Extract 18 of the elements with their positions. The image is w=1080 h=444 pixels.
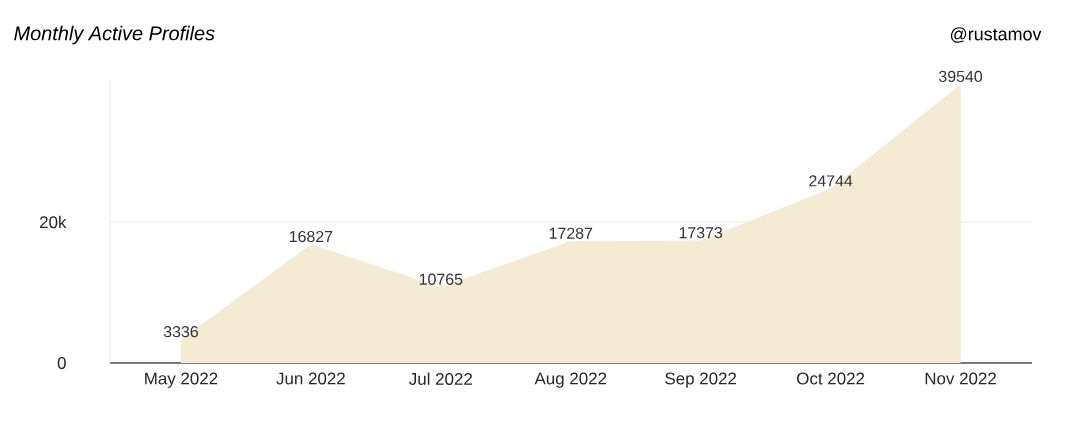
text: @rustamov (950, 27, 1042, 43)
y-tick-label: 20k (40, 215, 67, 229)
x-tick-label: Oct 2022 (797, 372, 865, 385)
y-tick-label: 0 (57, 356, 66, 369)
x-tick-label: Jun 2022 (276, 372, 345, 385)
data-label: 3336 (163, 325, 198, 338)
data-label: 10765 (419, 273, 463, 285)
data-label: 17287 (549, 227, 593, 239)
data-label: 39540 (939, 70, 983, 83)
x-tick-label: May 2022 (145, 372, 218, 388)
data-label: 16827 (289, 230, 333, 243)
chart-title: Monthly Active Profiles (14, 25, 215, 45)
data-label: 24744 (809, 175, 853, 187)
x-tick-label: Aug 2022 (534, 372, 607, 388)
data-label: 17373 (679, 227, 723, 239)
x-tick-label: Sep 2022 (665, 372, 737, 388)
x-tick-label: Jul 2022 (409, 372, 472, 385)
x-tick-label: Nov 2022 (925, 372, 996, 385)
